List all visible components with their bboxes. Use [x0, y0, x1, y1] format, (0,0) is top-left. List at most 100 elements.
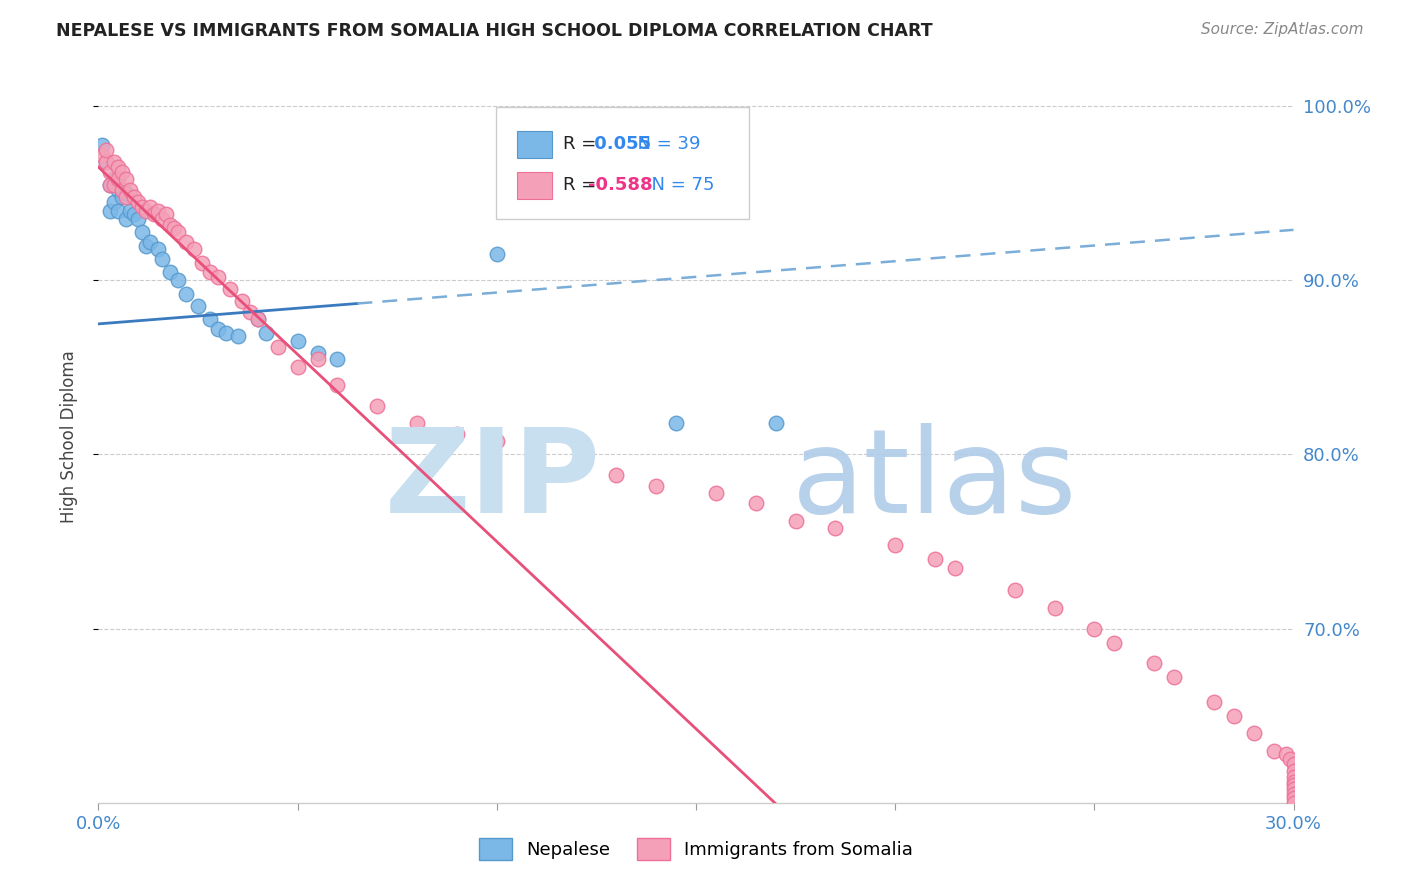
Point: [174, 287, 197, 301]
Point: [207, 269, 229, 284]
Point: [135, 203, 157, 218]
Point: [1282, 764, 1305, 779]
Point: [1278, 752, 1301, 766]
Point: [131, 200, 153, 214]
Point: [1004, 583, 1026, 598]
Point: [1282, 775, 1305, 789]
Point: [143, 207, 166, 221]
Point: [96, 143, 118, 157]
Text: N = 75: N = 75: [641, 177, 714, 194]
Point: [115, 212, 138, 227]
Point: [124, 207, 146, 221]
Point: [96, 155, 118, 169]
Point: [98, 165, 122, 179]
Point: [1263, 743, 1285, 757]
Point: [98, 203, 122, 218]
Point: [135, 238, 157, 252]
Text: 0.055: 0.055: [589, 136, 651, 153]
Point: [219, 282, 242, 296]
Point: [207, 322, 229, 336]
Point: [103, 155, 125, 169]
Point: [127, 194, 149, 209]
Point: [167, 225, 190, 239]
Y-axis label: High School Diploma: High School Diploma: [59, 351, 77, 524]
Point: [115, 190, 138, 204]
Point: [127, 212, 149, 227]
Point: [159, 218, 181, 232]
Point: [1282, 781, 1305, 796]
Point: [139, 200, 162, 214]
Point: [96, 155, 118, 169]
Point: [155, 207, 177, 221]
Text: R =: R =: [564, 177, 602, 194]
Point: [1163, 670, 1185, 684]
Point: [924, 552, 946, 566]
Point: [485, 247, 508, 261]
Point: [645, 479, 668, 493]
Point: [111, 183, 134, 197]
Point: [226, 329, 249, 343]
Point: [120, 203, 142, 218]
Point: [124, 190, 146, 204]
Point: [131, 225, 153, 239]
Point: [111, 190, 134, 204]
Point: [1282, 778, 1305, 792]
Text: atlas: atlas: [792, 424, 1077, 539]
Point: [1043, 600, 1066, 615]
Point: [1282, 770, 1305, 784]
Point: [943, 560, 966, 574]
Point: [115, 172, 138, 186]
Point: [107, 183, 129, 197]
Point: [198, 311, 221, 326]
Point: [159, 265, 181, 279]
Point: [107, 172, 129, 186]
Text: -0.588: -0.588: [589, 177, 652, 194]
Point: [150, 212, 173, 227]
Point: [148, 242, 170, 256]
Point: [91, 137, 114, 152]
Point: [246, 311, 269, 326]
Point: [120, 183, 142, 197]
Point: [111, 165, 134, 179]
Point: [704, 485, 727, 500]
Point: [103, 172, 125, 186]
Point: [1282, 790, 1305, 805]
Point: [187, 300, 209, 314]
Point: [91, 148, 114, 162]
Point: [107, 160, 129, 174]
Point: [1274, 747, 1296, 761]
Point: [1143, 657, 1166, 671]
Point: [485, 434, 508, 448]
Point: [150, 252, 173, 267]
Point: [174, 235, 197, 249]
Point: [98, 178, 122, 192]
Point: [98, 178, 122, 192]
Point: [406, 416, 429, 430]
Point: [326, 351, 349, 366]
Point: [1243, 726, 1265, 740]
Point: [148, 203, 170, 218]
Point: [1282, 796, 1305, 810]
Point: [605, 468, 627, 483]
Point: [1282, 787, 1305, 801]
Point: [254, 326, 277, 340]
Point: [307, 346, 329, 360]
Point: [884, 538, 907, 552]
Text: ZIP: ZIP: [384, 424, 600, 539]
Point: [446, 426, 468, 441]
Point: [103, 178, 125, 192]
Text: R =: R =: [564, 136, 602, 153]
Text: NEPALESE VS IMMIGRANTS FROM SOMALIA HIGH SCHOOL DIPLOMA CORRELATION CHART: NEPALESE VS IMMIGRANTS FROM SOMALIA HIGH…: [56, 22, 932, 40]
Point: [1104, 635, 1126, 649]
Point: [287, 334, 309, 349]
Point: [565, 461, 588, 475]
Point: [526, 448, 548, 462]
Point: [1223, 708, 1246, 723]
Point: [191, 256, 214, 270]
Point: [198, 265, 221, 279]
Point: [1282, 757, 1305, 772]
Point: [267, 339, 290, 353]
Point: [785, 514, 807, 528]
Point: [115, 186, 138, 201]
Point: [326, 377, 349, 392]
